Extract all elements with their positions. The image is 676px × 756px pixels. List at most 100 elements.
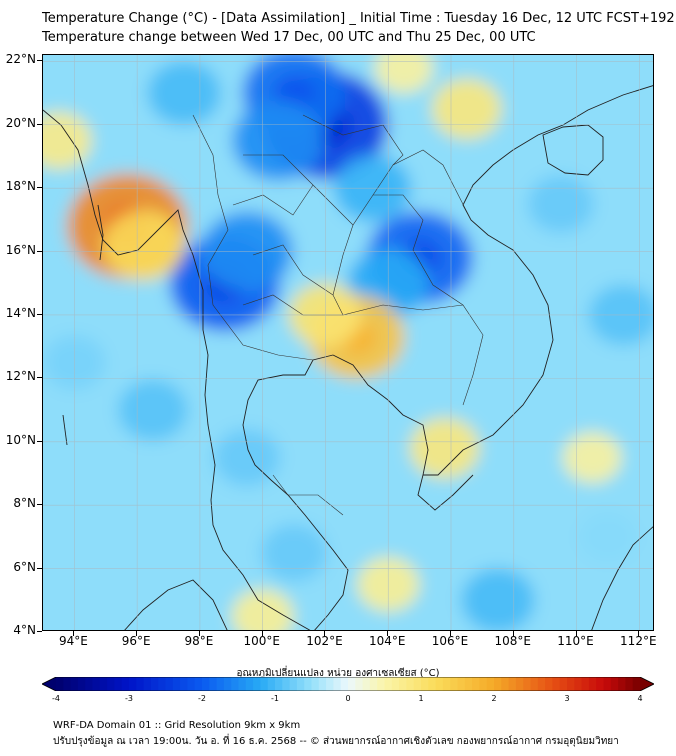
x-tick-label: 112°E — [620, 634, 657, 648]
y-tick-label: 6°N — [13, 559, 36, 574]
x-tick-mark — [198, 631, 200, 636]
x-tick-mark — [136, 631, 138, 636]
colorbar-cell — [559, 677, 568, 691]
colorbar-cell — [121, 677, 130, 691]
colorbar-cell — [70, 677, 79, 691]
graticule — [43, 55, 653, 630]
y-tick-label: 18°N — [5, 179, 36, 194]
colorbar-cell — [596, 677, 604, 691]
colorbar-cell — [494, 677, 502, 691]
colorbar-tick-label: 2 — [491, 694, 497, 703]
colorbar-cell — [501, 677, 510, 691]
x-tick-label: 98°E — [184, 634, 214, 648]
colorbar-cell — [537, 677, 546, 691]
colorbar-cell — [107, 677, 115, 691]
y-tick-mark — [37, 187, 42, 189]
colorbar-cell — [588, 677, 597, 691]
x-tick-mark — [324, 631, 326, 636]
colorbar-cell — [56, 677, 64, 691]
anomaly-blob — [431, 78, 502, 140]
colorbar-cell — [99, 677, 108, 691]
colorbar-cell — [362, 677, 371, 691]
colorbar-cell — [231, 677, 239, 691]
colorbar-cell — [209, 677, 218, 691]
colorbar-tick-label: -1 — [271, 694, 279, 703]
colorbar-cell — [530, 677, 539, 691]
colorbar-tick-label: 1 — [418, 694, 424, 703]
colorbar-cell — [574, 677, 583, 691]
colorbar-cell — [158, 677, 166, 691]
colorbar-tick-label: -3 — [125, 694, 133, 703]
colorbar-cell — [603, 677, 612, 691]
x-tick-label: 100°E — [243, 634, 280, 648]
x-tick-mark — [638, 631, 640, 636]
y-tick-mark — [37, 504, 42, 506]
y-tick-mark — [37, 567, 42, 569]
colorbar-cell — [479, 677, 488, 691]
colorbar-cell — [311, 677, 320, 691]
x-tick-mark — [73, 631, 75, 636]
colorbar-cell — [223, 677, 232, 691]
colorbar-cell — [435, 677, 444, 691]
coastlines — [43, 85, 653, 630]
colorbar-cell — [202, 677, 210, 691]
anomaly-blob — [260, 523, 328, 582]
colorbar-max-extend — [640, 677, 654, 691]
colorbar-cell — [260, 677, 269, 691]
y-tick-mark — [37, 440, 42, 442]
x-tick-label: 96°E — [121, 634, 151, 648]
anomaly-blob — [147, 61, 222, 126]
colorbar-cell — [304, 677, 312, 691]
y-tick-mark — [37, 250, 42, 252]
colorbar-cell — [464, 677, 473, 691]
colorbar-cell — [428, 677, 437, 691]
colorbar-cell — [333, 677, 342, 691]
colorbar-cell — [238, 677, 247, 691]
y-tick-label: 14°N — [5, 305, 36, 320]
colorbar-cell — [348, 677, 356, 691]
colorbar-cell — [114, 677, 123, 691]
y-tick-label: 4°N — [13, 623, 36, 637]
colorbar — [42, 677, 654, 691]
colorbar-cell — [355, 677, 364, 691]
colorbar-tick-label: 4 — [637, 694, 643, 703]
y-tick-label: 12°N — [5, 369, 36, 384]
colorbar-cell — [567, 677, 575, 691]
colorbar-cell — [442, 677, 451, 691]
y-tick-label: 22°N — [5, 52, 36, 67]
colorbar-cell — [391, 677, 400, 691]
anomaly-blob — [102, 210, 184, 281]
colorbar-cell — [545, 677, 553, 691]
colorbar-cell — [275, 677, 283, 691]
colorbar-cell — [282, 677, 291, 691]
x-tick-mark — [387, 631, 389, 636]
colorbar-cell — [143, 677, 152, 691]
colorbar-cell — [523, 677, 531, 691]
colorbar-cell — [172, 677, 181, 691]
colorbar-cell — [318, 677, 327, 691]
anomaly-blob — [461, 568, 535, 630]
colorbar-cell — [413, 677, 422, 691]
colorbar-cell — [63, 677, 72, 691]
colorbar-cell — [253, 677, 261, 691]
colorbar-cell — [216, 677, 225, 691]
footer-domain-info: WRF-DA Domain 01 :: Grid Resolution 9km … — [53, 720, 301, 731]
colorbar-cell — [326, 677, 334, 691]
colorbar-label: อุณหภูมิเปลี่ยนแปลง หน่วย องศาเซลเซียส (… — [236, 668, 440, 679]
x-tick-label: 94°E — [58, 634, 88, 648]
y-tick-label: 20°N — [5, 115, 36, 130]
colorbar-cell — [508, 677, 517, 691]
colorbar-cell — [85, 677, 93, 691]
anomaly-blob — [117, 379, 188, 441]
colorbar-cell — [618, 677, 626, 691]
x-tick-label: 106°E — [431, 634, 469, 648]
colorbar-cell — [369, 677, 378, 691]
x-tick-label: 110°E — [557, 634, 594, 648]
x-tick-mark — [512, 631, 514, 636]
colorbar-cell — [187, 677, 196, 691]
colorbar-cell — [296, 677, 305, 691]
colorbar-cell — [552, 677, 561, 691]
colorbar-cell — [610, 677, 619, 691]
anomaly-blob — [527, 175, 594, 233]
colorbar-cell — [194, 677, 203, 691]
